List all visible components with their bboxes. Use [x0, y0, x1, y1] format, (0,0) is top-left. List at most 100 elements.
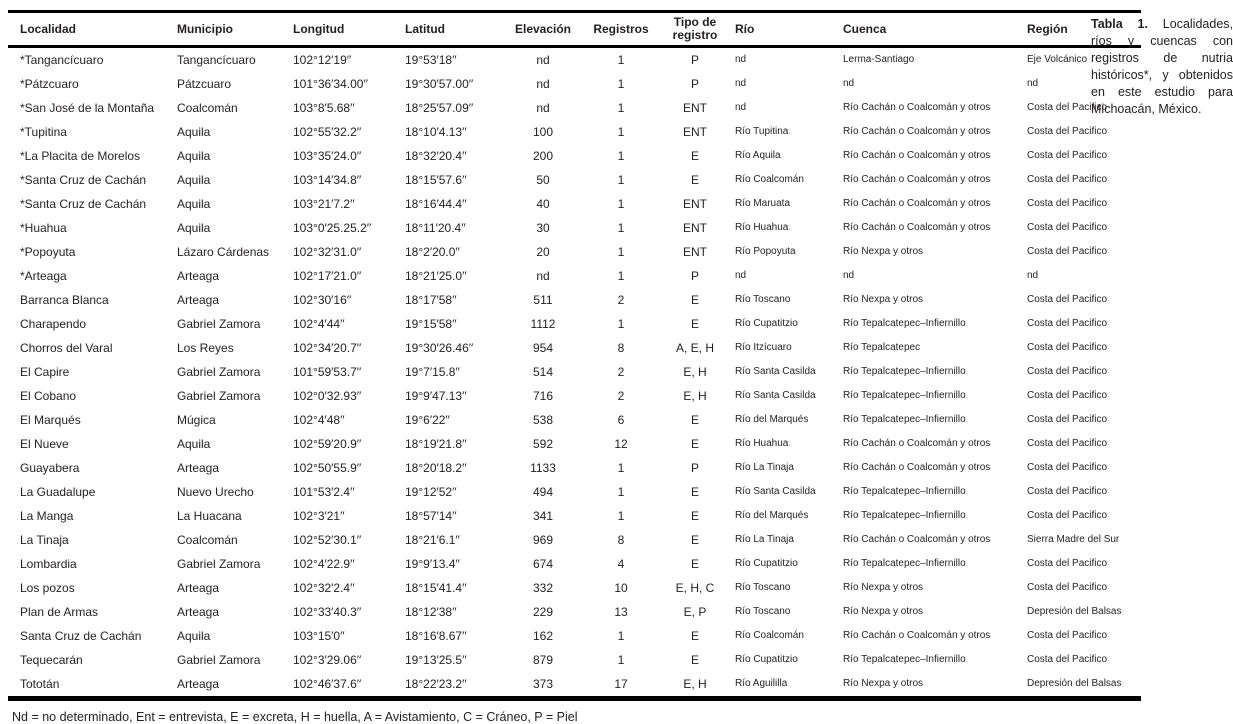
table-row: La Tinaja Coalcomán 102°52′30.1′′ 18°21′6.1… [8, 528, 1141, 552]
cell-latitud: 18°22′23.2′′ [405, 676, 467, 691]
cell-latitud: 18°15′41.4′′ [405, 580, 467, 595]
cell-tipo-de-registro: ENT [683, 220, 707, 235]
cell-elevacion: 50 [536, 172, 550, 187]
cell-localidad: Guayabera [20, 460, 80, 475]
cell-localidad: Tequecarán [20, 652, 83, 667]
cell-latitud: 19°12′52′′ [405, 484, 457, 499]
cell-rio: nd [735, 102, 747, 113]
cell-rio: Río Aguililla [735, 678, 788, 689]
cell-latitud: 19°6′22′′ [405, 412, 450, 427]
cell-elevacion: nd [536, 52, 550, 67]
cell-longitud: 103°0′25.25.2′′ [293, 220, 372, 235]
cell-longitud: 102°17′21.0′′ [293, 268, 362, 283]
table-row: Chorros del Varal Los Reyes 102°34′20.7′′ 1… [8, 336, 1141, 360]
cell-registros: 2 [617, 364, 625, 379]
cell-localidad: Lombardia [20, 556, 77, 571]
column-header-localidad: Localidad [20, 21, 77, 36]
cell-tipo-de-registro: E, H [683, 364, 707, 379]
cell-localidad: Tototán [20, 676, 60, 691]
cell-region: Costa del Pacifico [1027, 342, 1108, 353]
cell-tipo-de-registro: P [690, 460, 699, 475]
cell-region: Eje Volcánico [1027, 54, 1088, 65]
cell-municipio: Lázaro Cárdenas [177, 244, 270, 259]
cell-cuenca: Río Cachán o Coalcomán y otros [843, 150, 991, 161]
cell-longitud: 102°4′48′′ [293, 412, 345, 427]
cell-longitud: 102°30′16′′ [293, 292, 352, 307]
cell-municipio: Tangancícuaro [177, 52, 256, 67]
cell-tipo-de-registro: ENT [683, 196, 707, 211]
cell-rio: Río Popoyuta [735, 246, 796, 257]
cell-rio: Río Cupatitzio [735, 318, 798, 329]
cell-municipio: Coalcomán [177, 532, 238, 547]
cell-rio: Río del Marqués [735, 510, 809, 521]
cell-rio: Río Santa Casilda [735, 486, 816, 497]
cell-longitud: 103°8′5.68′′ [293, 100, 355, 115]
cell-cuenca: Río Tepalcatepec–Infiernillo [843, 390, 966, 401]
cell-registros: 1 [617, 148, 625, 163]
cell-longitud: 102°4′22.9′′ [293, 556, 355, 571]
cell-localidad: Santa Cruz de Cachán [20, 628, 142, 643]
cell-elevacion: 229 [532, 604, 554, 619]
cell-municipio: Arteaga [177, 580, 220, 595]
cell-municipio: Nuevo Urecho [177, 484, 254, 499]
cell-region: Costa del Pacifico [1027, 558, 1108, 569]
cell-localidad: La Guadalupe [20, 484, 96, 499]
cell-elevacion: 332 [532, 580, 554, 595]
cell-region: Costa del Pacifico [1027, 486, 1108, 497]
cell-latitud: 19°30′26.46′′ [405, 340, 474, 355]
cell-tipo-de-registro: ENT [683, 100, 707, 115]
cell-cuenca: Río Cachán o Coalcomán y otros [843, 102, 991, 113]
cell-region: Costa del Pacifico [1027, 102, 1108, 113]
column-header-region: Región [1027, 21, 1068, 36]
cell-registros: 1 [617, 628, 625, 643]
cell-localidad: El Nueve [20, 436, 69, 451]
cell-rio: Río Toscano [735, 606, 791, 617]
cell-latitud: 18°20′18.2′′ [405, 460, 467, 475]
cell-longitud: 103°14′34.8′′ [293, 172, 362, 187]
cell-registros: 1 [617, 52, 625, 67]
cell-registros: 1 [617, 124, 625, 139]
cell-region: Costa del Pacifico [1027, 366, 1108, 377]
cell-latitud: 19°53′18′′ [405, 52, 457, 67]
cell-tipo-de-registro: ENT [683, 124, 707, 139]
cell-municipio: Aquila [177, 148, 211, 163]
table-row: Charapendo Gabriel Zamora 102°4′44′′ 19°15′… [8, 312, 1141, 336]
table-row: Barranca Blanca Arteaga 102°30′16′′ 18°17′5… [8, 288, 1141, 312]
cell-tipo-de-registro: E [690, 628, 699, 643]
cell-rio: Río Maruata [735, 198, 791, 209]
cell-municipio: Los Reyes [177, 340, 234, 355]
column-header-longitud: Longitud [293, 21, 345, 36]
cell-registros: 17 [614, 676, 628, 691]
cell-registros: 1 [617, 172, 625, 187]
cell-latitud: 19°9′47.13′′ [405, 388, 467, 403]
table-row: *Santa Cruz de Cachán Aquila 103°21′7.2′′ 1… [8, 192, 1141, 216]
cell-region: Costa del Pacifico [1027, 654, 1108, 665]
cell-registros: 1 [617, 484, 625, 499]
cell-rio: Río La Tinaja [735, 534, 794, 545]
cell-region: Costa del Pacifico [1027, 510, 1108, 521]
cell-cuenca: Río Cachán o Coalcomán y otros [843, 126, 991, 137]
cell-rio: Río Coalcomán [735, 630, 804, 641]
cell-elevacion: 674 [532, 556, 554, 571]
cell-latitud: 19°9′13.4′′ [405, 556, 460, 571]
cell-localidad: Barranca Blanca [20, 292, 109, 307]
cell-rio: Río Tupitina [735, 126, 789, 137]
cell-latitud: 18°16′8.67′′ [405, 628, 467, 643]
column-header-municipio: Municipio [177, 21, 233, 36]
table-row: Los pozos Arteaga 102°32′2.4′′ 18°15′41.4′′… [8, 576, 1141, 600]
cell-rio: Río Huahua [735, 438, 789, 449]
cell-longitud: 103°15′0′′ [293, 628, 345, 643]
cell-tipo-de-registro: E [690, 532, 699, 547]
cell-elevacion: 538 [532, 412, 554, 427]
table-row: El Nueve Aquila 102°59′20.9′′ 18°19′21.8′′ 5… [8, 432, 1141, 456]
cell-elevacion: 592 [532, 436, 554, 451]
cell-tipo-de-registro: E [690, 556, 699, 571]
cell-elevacion: 494 [532, 484, 554, 499]
cell-localidad: *Popoyuta [20, 244, 76, 259]
cell-cuenca: Río Tepalcatepec–Infiernillo [843, 318, 966, 329]
table-row: *Tangancícuaro Tangancícuaro 102°12′19′′ 19… [8, 47, 1141, 73]
column-header-tipo-de-registro: Tipo de registro [672, 15, 718, 42]
cell-tipo-de-registro: E [690, 484, 699, 499]
cell-region: Costa del Pacifico [1027, 462, 1108, 473]
